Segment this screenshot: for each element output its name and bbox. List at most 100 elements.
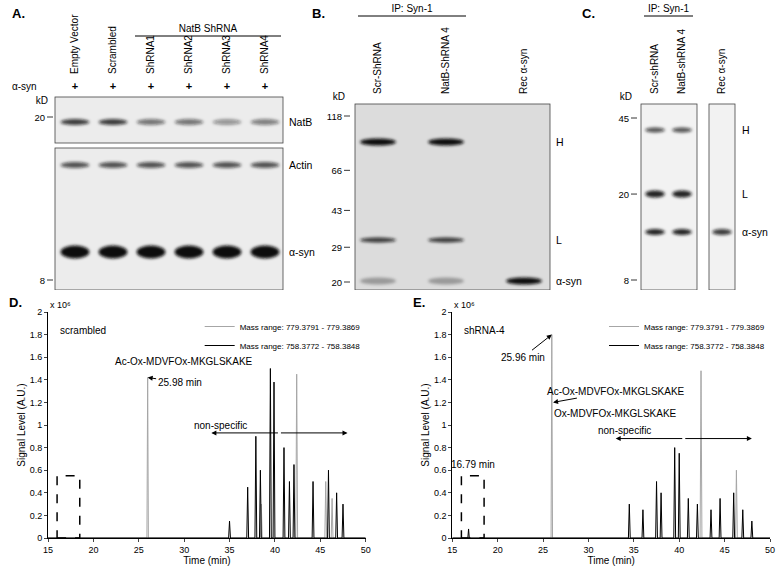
svg-text:E.: E.: [413, 295, 425, 310]
svg-text:0: 0: [37, 533, 42, 543]
svg-text:Ox-MDVFOx-MKGLSKAKE: Ox-MDVFOx-MKGLSKAKE: [554, 408, 677, 419]
svg-text:kD: kD: [620, 91, 632, 102]
svg-text:25: 25: [134, 545, 144, 555]
svg-text:shRNA-4: shRNA-4: [464, 325, 505, 336]
svg-text:40: 40: [674, 545, 684, 555]
svg-text:Ac-Ox-MDVFOx-MKGLSKAKE: Ac-Ox-MDVFOx-MKGLSKAKE: [115, 356, 253, 367]
svg-text:ShRNA3: ShRNA3: [221, 35, 232, 74]
svg-text:50: 50: [361, 545, 371, 555]
svg-text:20: 20: [88, 545, 98, 555]
svg-text:Rec α-syn: Rec α-syn: [518, 49, 529, 94]
svg-text:30: 30: [583, 545, 593, 555]
svg-text:1.2: 1.2: [30, 398, 43, 408]
svg-text:Rec α-syn: Rec α-syn: [716, 49, 727, 94]
svg-text:ShRNA2: ShRNA2: [183, 35, 194, 74]
svg-text:25.96 min: 25.96 min: [501, 352, 545, 363]
svg-text:8: 8: [40, 275, 45, 286]
svg-text:50: 50: [765, 545, 775, 555]
svg-text:C.: C.: [582, 6, 595, 21]
svg-text:L: L: [742, 188, 748, 200]
svg-text:25.98 min: 25.98 min: [158, 377, 202, 388]
svg-text:+: +: [72, 80, 78, 92]
svg-text:20: 20: [34, 112, 45, 123]
svg-text:45: 45: [618, 113, 629, 124]
svg-text:0.4: 0.4: [30, 488, 43, 498]
svg-text:+: +: [148, 80, 154, 92]
svg-text:Ac-Ox-MDVFOx-MKGLSKAKE: Ac-Ox-MDVFOx-MKGLSKAKE: [547, 386, 685, 397]
svg-text:0.6: 0.6: [434, 465, 447, 475]
svg-text:2: 2: [442, 307, 447, 317]
svg-text:43: 43: [331, 205, 342, 216]
svg-text:1.8: 1.8: [30, 330, 43, 340]
svg-text:Scrambled: Scrambled: [107, 26, 118, 74]
svg-text:45: 45: [720, 545, 730, 555]
svg-text:B.: B.: [312, 6, 325, 21]
svg-text:NatB-shRNA 4: NatB-shRNA 4: [676, 29, 687, 94]
svg-text:35: 35: [225, 545, 235, 555]
svg-text:α-syn: α-syn: [742, 226, 768, 238]
svg-text:Scr-ShRNA: Scr-ShRNA: [372, 42, 383, 94]
svg-text:L: L: [556, 234, 562, 246]
svg-text:+: +: [224, 80, 230, 92]
svg-text:66: 66: [331, 165, 342, 176]
svg-text:20: 20: [493, 545, 503, 555]
svg-text:H: H: [556, 136, 564, 148]
svg-text:H: H: [742, 124, 750, 136]
svg-text:Time (min): Time (min): [183, 555, 230, 566]
svg-text:x 10⁶: x 10⁶: [50, 300, 71, 310]
svg-text:ShRNA1: ShRNA1: [145, 35, 156, 74]
svg-text:1: 1: [442, 420, 447, 430]
svg-text:1.4: 1.4: [434, 375, 447, 385]
svg-text:1.2: 1.2: [434, 398, 447, 408]
svg-text:Mass range: 758.3772 - 758.384: Mass range: 758.3772 - 758.3848: [240, 342, 361, 351]
svg-text:kD: kD: [333, 91, 345, 102]
svg-text:ShRNA4: ShRNA4: [259, 35, 270, 74]
svg-text:Mass range: 779.3791 - 779.386: Mass range: 779.3791 - 779.3869: [240, 323, 361, 332]
svg-text:+: +: [262, 80, 268, 92]
svg-text:α-syn: α-syn: [556, 275, 582, 287]
svg-text:Empty Vector: Empty Vector: [69, 14, 80, 74]
svg-text:+: +: [186, 80, 192, 92]
svg-text:25: 25: [538, 545, 548, 555]
svg-text:15: 15: [43, 545, 53, 555]
svg-text:Signal Level (A.U.): Signal Level (A.U.): [16, 383, 27, 466]
svg-text:Time (min): Time (min): [587, 555, 634, 566]
svg-text:1.6: 1.6: [30, 352, 43, 362]
svg-text:29: 29: [331, 242, 342, 253]
svg-text:0.2: 0.2: [434, 511, 447, 521]
svg-text:non-specific: non-specific: [194, 420, 247, 431]
svg-text:D.: D.: [9, 295, 22, 310]
svg-text:x 10⁶: x 10⁶: [454, 300, 475, 310]
svg-text:α-syn: α-syn: [289, 246, 315, 258]
svg-text:0.6: 0.6: [30, 465, 43, 475]
svg-text:Mass range: 779.3791 - 779.386: Mass range: 779.3791 - 779.3869: [644, 323, 765, 332]
svg-text:20: 20: [618, 189, 629, 200]
svg-text:Signal Level (A.U.): Signal Level (A.U.): [420, 383, 431, 466]
svg-text:16.79 min: 16.79 min: [451, 459, 495, 470]
svg-text:NatB: NatB: [289, 116, 312, 128]
svg-text:0.8: 0.8: [30, 443, 43, 453]
svg-text:40: 40: [270, 545, 280, 555]
svg-text:NatB-ShRNA 4: NatB-ShRNA 4: [440, 27, 451, 94]
svg-text:IP: Syn-1: IP: Syn-1: [648, 3, 690, 14]
svg-text:α-syn: α-syn: [12, 81, 37, 92]
svg-text:1.6: 1.6: [434, 352, 447, 362]
svg-text:0.4: 0.4: [434, 488, 447, 498]
svg-text:35: 35: [629, 545, 639, 555]
svg-text:8: 8: [624, 275, 629, 286]
svg-text:kD: kD: [36, 95, 48, 106]
svg-text:+: +: [110, 80, 116, 92]
svg-text:IP: Syn-1: IP: Syn-1: [391, 3, 433, 14]
svg-text:1.8: 1.8: [434, 330, 447, 340]
svg-text:non-specific: non-specific: [598, 425, 651, 436]
svg-text:Scr-shRNA: Scr-shRNA: [649, 44, 660, 94]
svg-text:1.4: 1.4: [30, 375, 43, 385]
svg-text:0: 0: [442, 533, 447, 543]
svg-text:0.8: 0.8: [434, 443, 447, 453]
svg-text:118: 118: [327, 111, 342, 122]
svg-text:A.: A.: [12, 6, 25, 21]
svg-text:scrambled: scrambled: [60, 325, 106, 336]
svg-text:15: 15: [447, 545, 457, 555]
svg-text:0.2: 0.2: [30, 511, 43, 521]
svg-text:20: 20: [331, 277, 342, 288]
